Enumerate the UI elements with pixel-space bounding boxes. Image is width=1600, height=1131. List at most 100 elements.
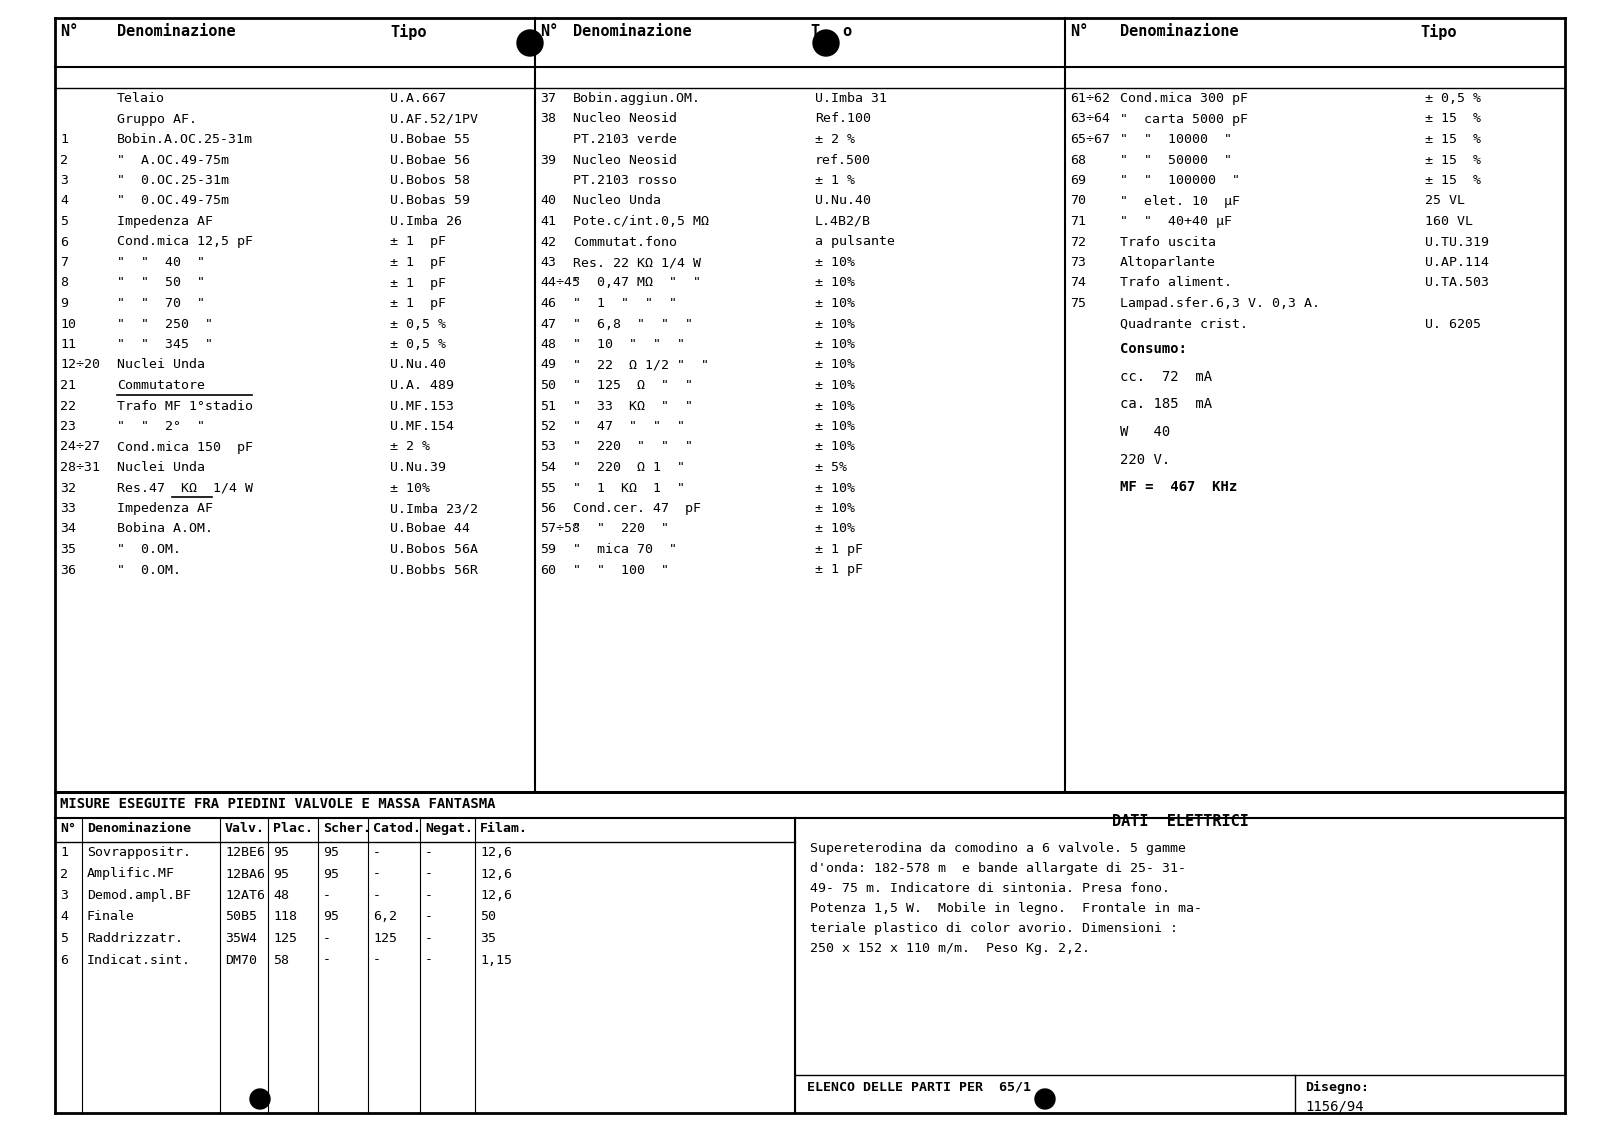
Text: 65÷67: 65÷67 [1070,133,1110,146]
Text: 160 VL: 160 VL [1426,215,1474,228]
Text: ± 15  %: ± 15 % [1426,154,1482,166]
Text: 50B5: 50B5 [226,910,258,924]
Text: 12,6: 12,6 [480,846,512,860]
Text: Plac.: Plac. [274,822,314,835]
Text: ± 0,5 %: ± 0,5 % [390,338,446,351]
Text: Res.47  KΩ  1/4 W: Res.47 KΩ 1/4 W [117,482,253,494]
Text: 50: 50 [480,910,496,924]
Text: 50: 50 [541,379,557,392]
Text: 23: 23 [61,420,77,433]
Text: Ref.100: Ref.100 [814,112,870,126]
Text: U.Nu.40: U.Nu.40 [814,195,870,207]
Text: 44÷45: 44÷45 [541,276,579,290]
Text: d'onda: 182-578 m  e bande allargate di 25- 31-: d'onda: 182-578 m e bande allargate di 2… [810,862,1186,875]
Text: 58: 58 [274,953,290,967]
Text: -: - [373,867,381,881]
Text: 35W4: 35W4 [226,932,258,946]
Text: U.TA.503: U.TA.503 [1426,276,1490,290]
Text: Telaio: Telaio [117,92,165,105]
Text: Cond.cer. 47  pF: Cond.cer. 47 pF [573,502,701,515]
Text: -: - [426,953,434,967]
Text: DM70: DM70 [226,953,258,967]
Text: U.Nu.39: U.Nu.39 [390,461,446,474]
Text: ± 15  %: ± 15 % [1426,174,1482,187]
Text: "  "  250  ": " " 250 " [117,318,213,330]
Text: -: - [426,910,434,924]
Text: "  47  "  "  ": " 47 " " " [573,420,685,433]
Text: 95: 95 [323,867,339,881]
Text: ± 0,5 %: ± 0,5 % [390,318,446,330]
Text: 5: 5 [61,215,67,228]
Circle shape [517,31,542,57]
Text: -: - [373,889,381,903]
Text: ± 10%: ± 10% [814,523,854,535]
Text: 5: 5 [61,932,67,946]
Text: Nucleo Unda: Nucleo Unda [573,195,661,207]
Text: Raddrizzatr.: Raddrizzatr. [86,932,182,946]
Text: ± 10%: ± 10% [390,482,430,494]
Text: ± 10%: ± 10% [814,318,854,330]
Text: 49: 49 [541,359,557,371]
Text: U.Bobae 55: U.Bobae 55 [390,133,470,146]
Text: 33: 33 [61,502,77,515]
Text: Quadrante crist.: Quadrante crist. [1120,318,1248,330]
Text: "  "  100000  ": " " 100000 " [1120,174,1240,187]
Text: -: - [426,867,434,881]
Text: Scher.: Scher. [323,822,371,835]
Text: 69: 69 [1070,174,1086,187]
Text: -: - [323,932,331,946]
Text: 53: 53 [541,440,557,454]
Text: "  "  50000  ": " " 50000 " [1120,154,1232,166]
Text: U.Bobbs 56R: U.Bobbs 56R [390,563,478,577]
Text: 43: 43 [541,256,557,269]
Text: ref.500: ref.500 [814,154,870,166]
Text: ± 1  pF: ± 1 pF [390,297,446,310]
Text: N°: N° [1070,24,1088,38]
Text: 95: 95 [323,910,339,924]
Text: 37: 37 [541,92,557,105]
Text: "  mica 70  ": " mica 70 " [573,543,677,556]
Text: "  33  KΩ  "  ": " 33 KΩ " " [573,399,693,413]
Text: ± 10%: ± 10% [814,338,854,351]
Text: Cond.mica 300 pF: Cond.mica 300 pF [1120,92,1248,105]
Text: "  "  70  ": " " 70 " [117,297,205,310]
Text: 7: 7 [61,256,67,269]
Text: 12BA6: 12BA6 [226,867,266,881]
Text: DATI  ELETTRICI: DATI ELETTRICI [1112,814,1248,829]
Text: -: - [426,932,434,946]
Text: "  "  345  ": " " 345 " [117,338,213,351]
Text: Nuclei Unda: Nuclei Unda [117,461,205,474]
Circle shape [1035,1089,1054,1110]
Text: 28÷31: 28÷31 [61,461,99,474]
Text: ± 5%: ± 5% [814,461,846,474]
Text: teriale plastico di color avorio. Dimensioni :: teriale plastico di color avorio. Dimens… [810,922,1178,935]
Text: ± 1 pF: ± 1 pF [814,563,862,577]
Text: a pulsante: a pulsante [814,235,894,249]
Text: 95: 95 [323,846,339,860]
Text: ± 1  pF: ± 1 pF [390,256,446,269]
Text: ± 10%: ± 10% [814,482,854,494]
Text: -: - [323,953,331,967]
Text: ± 15  %: ± 15 % [1426,133,1482,146]
Text: 38: 38 [541,112,557,126]
Text: -: - [373,953,381,967]
Text: U.Imba 31: U.Imba 31 [814,92,886,105]
Text: 70: 70 [1070,195,1086,207]
Text: "  1  KΩ  1  ": " 1 KΩ 1 " [573,482,685,494]
Text: "  elet. 10  μF: " elet. 10 μF [1120,195,1240,207]
Text: 4: 4 [61,195,67,207]
Text: -: - [323,889,331,903]
Text: U.Bobos 58: U.Bobos 58 [390,174,470,187]
Text: "  220  "  "  ": " 220 " " " [573,440,693,454]
Text: Cond.mica 150  pF: Cond.mica 150 pF [117,440,253,454]
Text: ± 1  pF: ± 1 pF [390,276,446,290]
Text: ± 1 pF: ± 1 pF [814,543,862,556]
Text: "  22  Ω 1/2 "  ": " 22 Ω 1/2 " " [573,359,709,371]
Text: U.Imba 26: U.Imba 26 [390,215,462,228]
Text: 9: 9 [61,297,67,310]
Text: 3: 3 [61,174,67,187]
Text: 73: 73 [1070,256,1086,269]
Text: 35: 35 [480,932,496,946]
Text: U.Nu.40: U.Nu.40 [390,359,446,371]
Text: PT.2103 rosso: PT.2103 rosso [573,174,677,187]
